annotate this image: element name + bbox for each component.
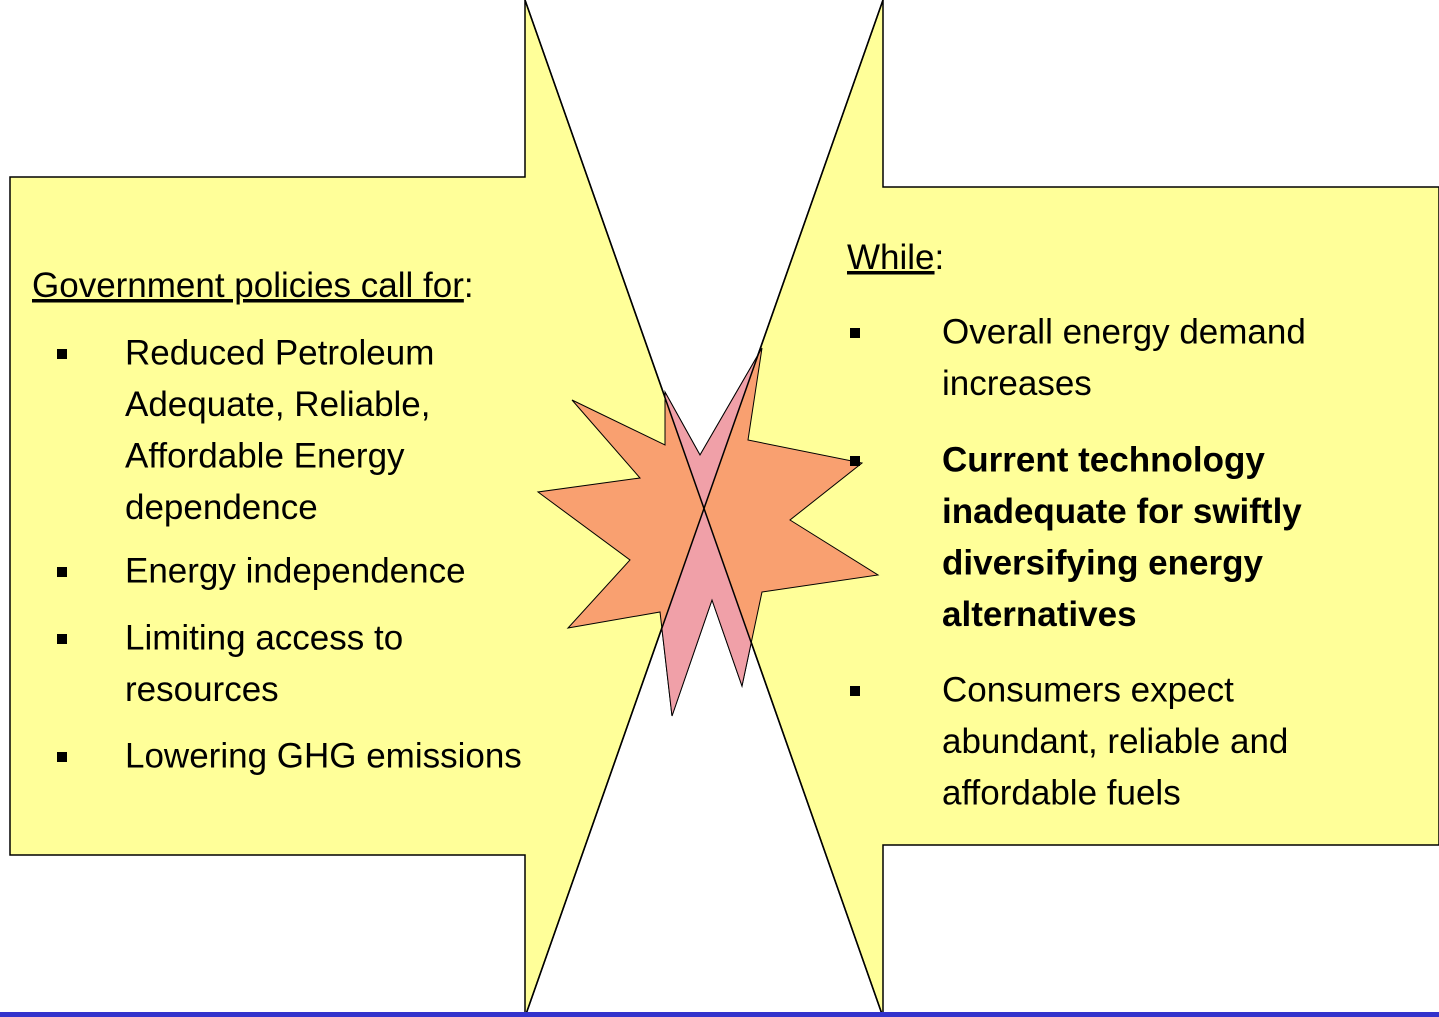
- bullet-text: increases: [942, 364, 1092, 403]
- bullet-text: Overall energy demand: [942, 312, 1306, 351]
- heading-text: Government policies call for: [32, 266, 464, 305]
- bullet-text: Affordable Energy: [125, 436, 405, 475]
- cross-line: [524, 0, 884, 1017]
- heading-text: While: [847, 238, 935, 277]
- bullet-text: Reduced Petroleum: [125, 333, 434, 372]
- bullet: [850, 686, 860, 696]
- bullet-text: inadequate for swiftly: [942, 492, 1302, 531]
- bullet: [57, 349, 67, 359]
- bullet-text: resources: [125, 670, 279, 709]
- bullet-text: affordable fuels: [942, 773, 1181, 812]
- heading: Government policies call for:: [32, 266, 474, 305]
- bullet: [850, 456, 860, 466]
- bullet: [57, 634, 67, 644]
- bullet-text: Energy independence: [125, 551, 466, 590]
- bullet-text: Consumers expect: [942, 670, 1234, 709]
- bullet-text: Limiting access to: [125, 618, 403, 657]
- bullet: [850, 328, 860, 338]
- bullet-text: Lowering GHG emissions: [125, 736, 522, 775]
- bullet-text: dependence: [125, 488, 318, 527]
- bullet-text: Adequate, Reliable,: [125, 385, 431, 424]
- heading-suffix: :: [935, 238, 945, 277]
- bullet-text: abundant, reliable and: [942, 722, 1288, 761]
- bullet: [57, 567, 67, 577]
- bullet: [57, 752, 67, 762]
- bullet-text: diversifying energy: [942, 543, 1263, 582]
- bullet-text: Current technology: [942, 440, 1265, 479]
- bullet-text: alternatives: [942, 595, 1137, 634]
- footer-bar: [0, 1012, 1439, 1017]
- heading-suffix: :: [464, 266, 474, 305]
- heading: While:: [847, 238, 944, 277]
